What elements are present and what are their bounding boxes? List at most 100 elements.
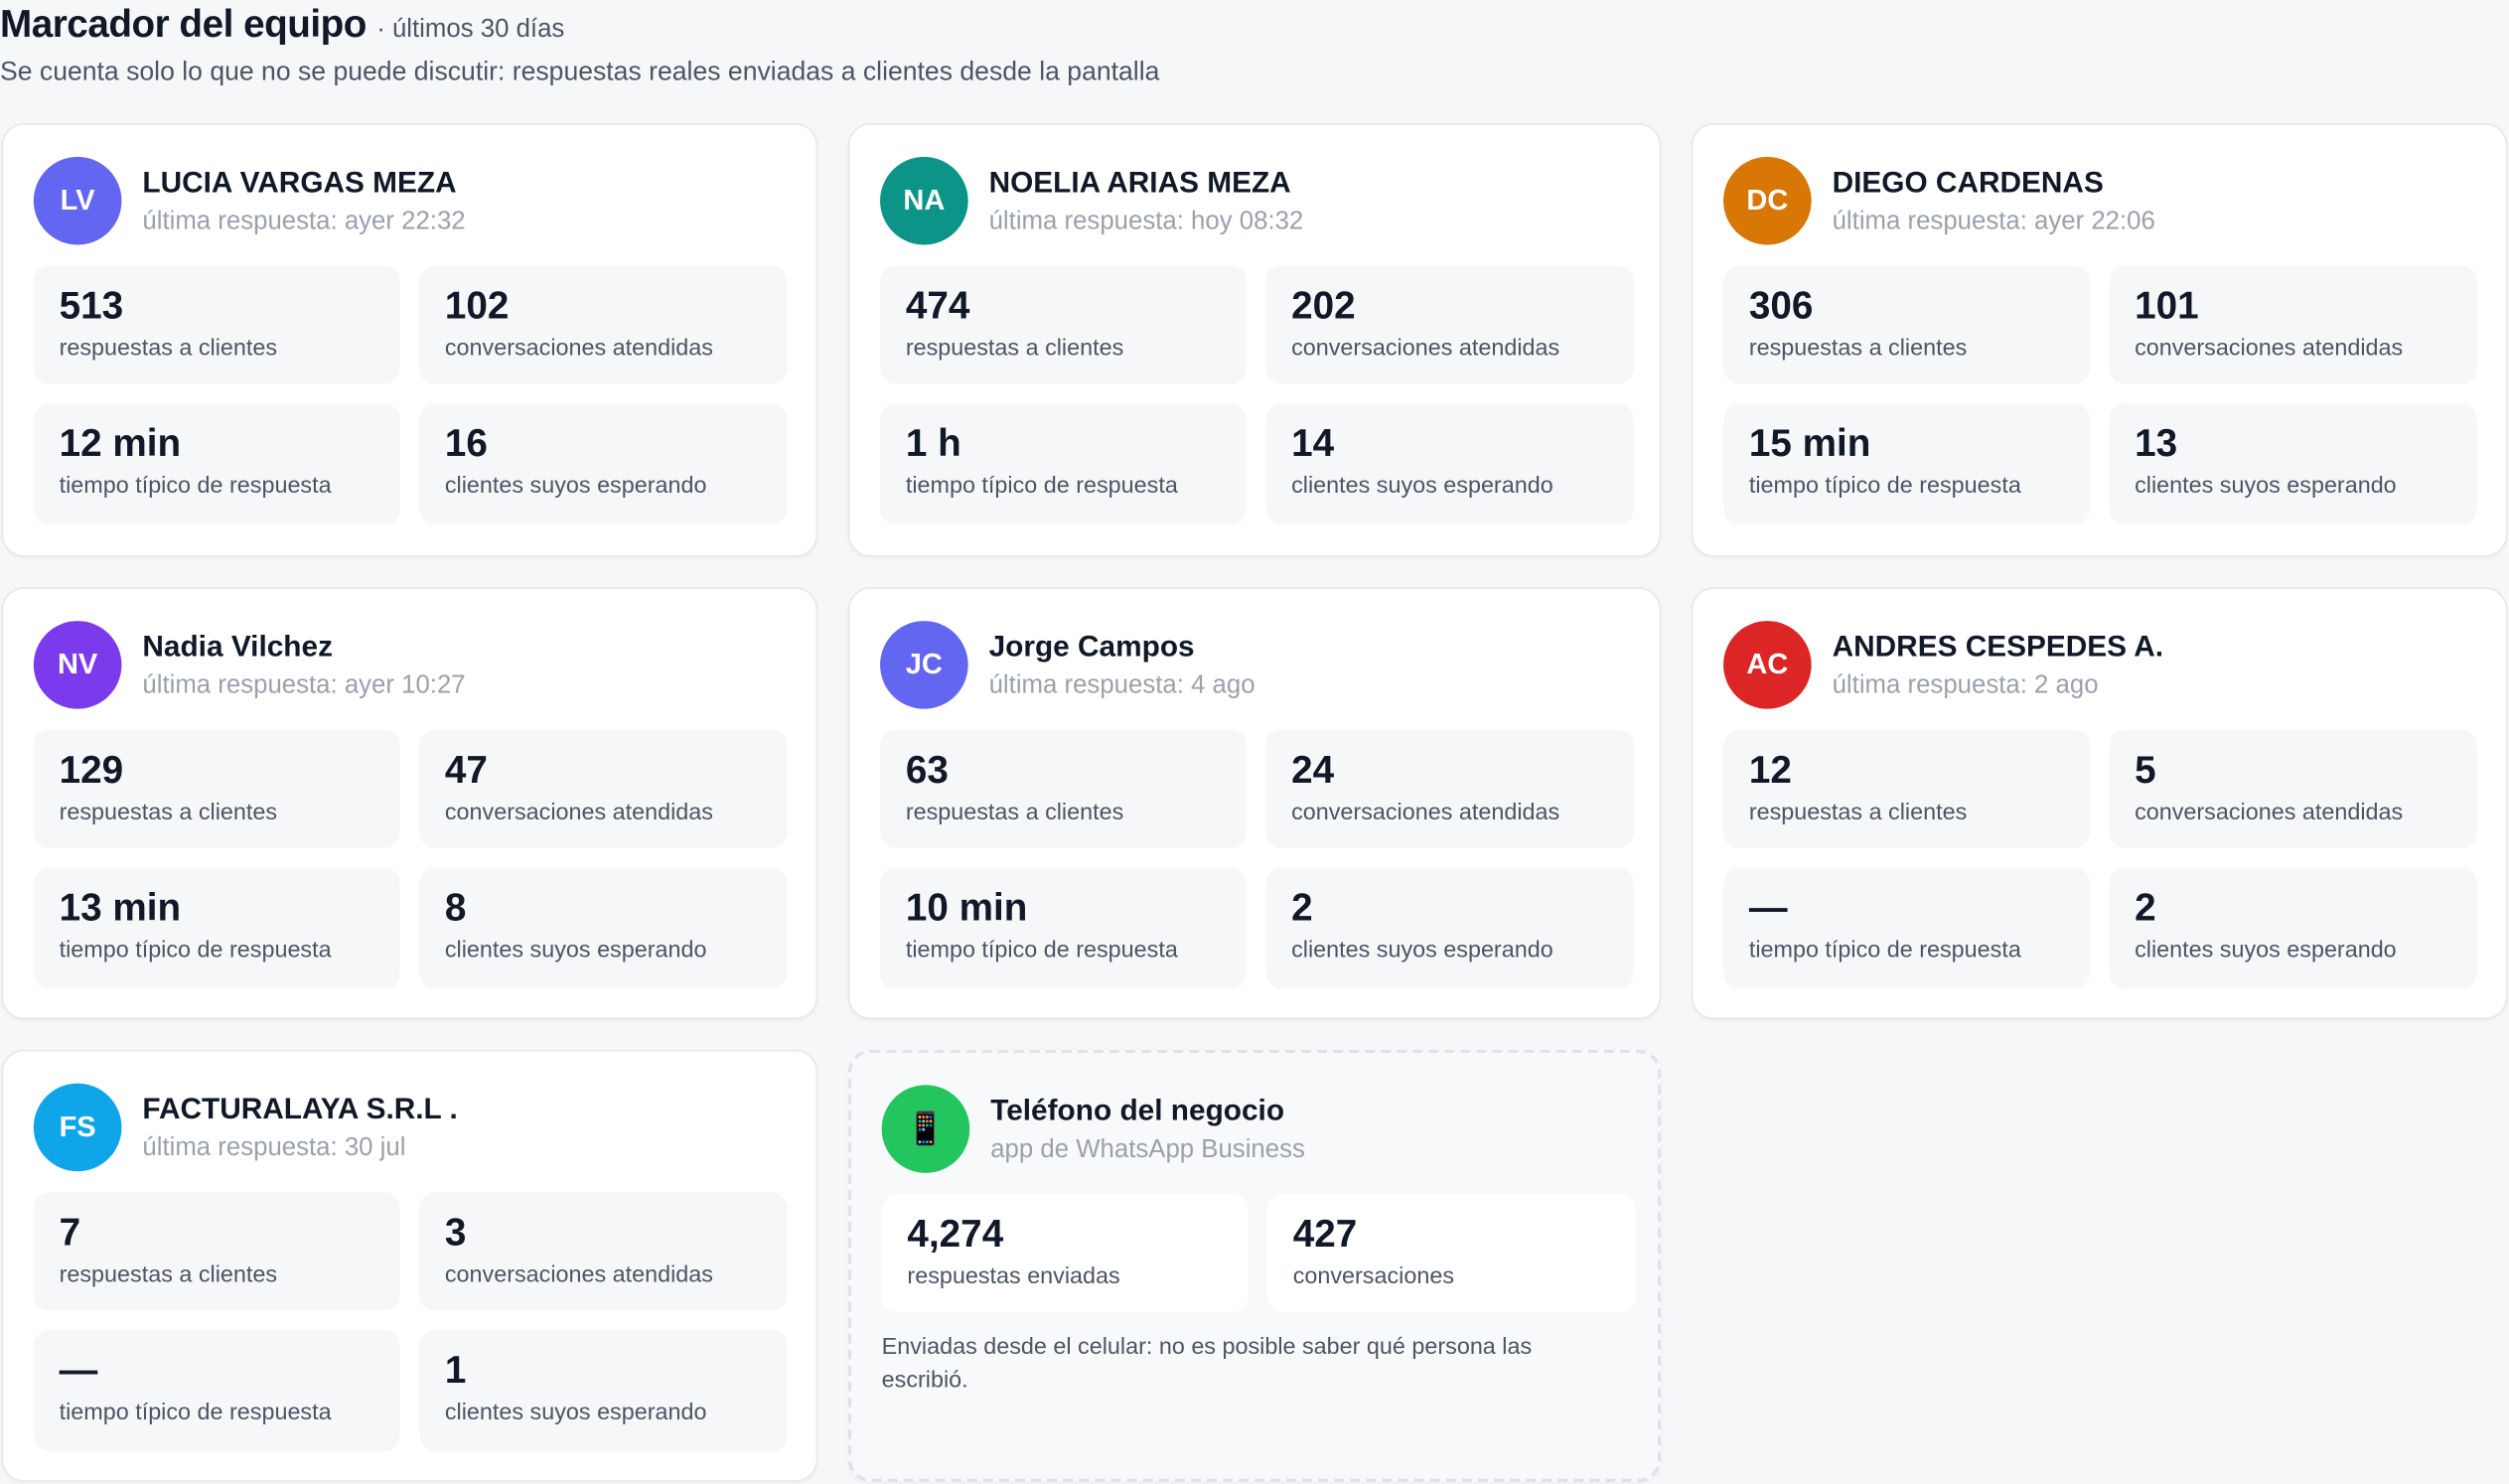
conversations-stat: 102 conversaciones atendidas	[419, 265, 788, 384]
last-reply: última respuesta: ayer 22:32	[142, 207, 466, 235]
waiting-stat: 16 clientes suyos esperando	[419, 402, 788, 525]
waiting-stat: 1 clientes suyos esperando	[419, 1329, 788, 1452]
avatar: LV	[33, 156, 122, 244]
waiting-stat: 14 clientes suyos esperando	[1265, 402, 1634, 525]
last-reply: última respuesta: ayer 22:06	[1832, 207, 2155, 235]
waiting-value: 13	[2135, 422, 2178, 466]
sent-label: respuestas enviadas	[907, 1263, 1120, 1290]
replies-label: respuestas a clientes	[905, 336, 1124, 363]
sent-stat: 4,274 respuestas enviadas	[881, 1193, 1249, 1313]
agent-card: DC DIEGO CARDENAS última respuesta: ayer…	[1691, 123, 2508, 557]
phone-sub: app de WhatsApp Business	[990, 1135, 1305, 1163]
business-phone-card: 📱 Teléfono del negocio app de WhatsApp B…	[847, 1049, 1662, 1482]
last-reply: última respuesta: 30 jul	[142, 1133, 406, 1161]
last-reply: última respuesta: ayer 10:27	[142, 670, 466, 699]
waiting-value: 2	[1291, 886, 1313, 930]
replies-stat: 12 respuestas a clientes	[1723, 729, 2090, 848]
waiting-stat: 13 clientes suyos esperando	[2109, 402, 2477, 525]
avatar: AC	[1723, 620, 1812, 708]
response-time-stat: 13 min tiempo típico de respuesta	[33, 867, 400, 989]
replies-label: respuestas a clientes	[1748, 336, 1968, 363]
replies-value: 513	[59, 284, 124, 329]
conversations-value: 47	[444, 748, 488, 793]
replies-label: respuestas a clientes	[59, 336, 278, 363]
last-reply: última respuesta: hoy 08:32	[988, 207, 1304, 235]
replies-stat: 7 respuestas a clientes	[33, 1192, 400, 1311]
response-time-stat: 15 min tiempo típico de respuesta	[1723, 402, 2090, 525]
conversations-stat: 24 conversaciones atendidas	[1265, 729, 1634, 848]
agent-name: Nadia Vilchez	[142, 628, 333, 663]
replies-label: respuestas a clientes	[1748, 800, 1968, 826]
agent-card: NA NOELIA ARIAS MEZA última respuesta: h…	[847, 123, 1662, 557]
agent-name: DIEGO CARDENAS	[1832, 164, 2104, 198]
response-time-value: —	[59, 1349, 98, 1393]
phone-conversations-label: conversaciones	[1292, 1263, 1454, 1290]
replies-stat: 474 respuestas a clientes	[880, 265, 1247, 384]
replies-stat: 513 respuestas a clientes	[33, 265, 400, 384]
replies-stat: 63 respuestas a clientes	[880, 729, 1247, 848]
replies-value: 306	[1748, 284, 1814, 329]
replies-value: 474	[905, 284, 970, 329]
waiting-value: 14	[1291, 422, 1335, 466]
replies-stat: 129 respuestas a clientes	[33, 729, 400, 848]
waiting-value: 8	[444, 886, 467, 930]
response-time-stat: — tiempo típico de respuesta	[1723, 867, 2090, 989]
agent-name: ANDRES CESPEDES A.	[1832, 628, 2164, 663]
response-time-value: 15 min	[1748, 422, 1871, 466]
waiting-label: clientes suyos esperando	[444, 938, 707, 964]
conversations-value: 24	[1291, 748, 1335, 793]
waiting-label: clientes suyos esperando	[2135, 473, 2397, 500]
phone-conversations-value: 427	[1292, 1213, 1358, 1257]
conversations-label: conversaciones atendidas	[444, 800, 713, 826]
phone-name: Teléfono del negocio	[990, 1092, 1285, 1126]
response-time-value: 10 min	[905, 886, 1028, 930]
agent-name: NOELIA ARIAS MEZA	[988, 164, 1291, 198]
response-time-label: tiempo típico de respuesta	[905, 473, 1178, 500]
agent-name: FACTURALAYA S.R.L .	[142, 1090, 458, 1124]
phone-conversations-stat: 427 conversaciones	[1266, 1193, 1636, 1313]
response-time-label: tiempo típico de respuesta	[1748, 938, 2021, 964]
waiting-value: 2	[2135, 886, 2156, 930]
page-header: Marcador del equipo · últimos 30 días Se…	[0, 3, 1159, 87]
conversations-label: conversaciones atendidas	[444, 1262, 713, 1288]
phone-note: Enviadas desde el celular: no es posible…	[881, 1334, 1533, 1395]
conversations-label: conversaciones atendidas	[1291, 336, 1560, 363]
conversations-label: conversaciones atendidas	[1291, 800, 1560, 826]
response-time-value: 12 min	[59, 422, 182, 466]
response-time-label: tiempo típico de respuesta	[59, 473, 332, 500]
avatar: DC	[1723, 156, 1812, 244]
replies-value: 63	[905, 748, 949, 793]
agent-card: AC ANDRES CESPEDES A. última respuesta: …	[1691, 587, 2508, 1020]
conversations-value: 5	[2135, 748, 2156, 793]
response-time-stat: — tiempo típico de respuesta	[33, 1329, 400, 1452]
avatar: JC	[880, 620, 968, 708]
agent-card: NV Nadia Vilchez última respuesta: ayer …	[1, 587, 818, 1020]
conversations-value: 3	[444, 1211, 467, 1256]
replies-label: respuestas a clientes	[905, 800, 1124, 826]
conversations-value: 202	[1291, 284, 1356, 329]
avatar: FS	[33, 1082, 122, 1171]
response-time-value: 13 min	[59, 886, 182, 930]
avatar: NV	[33, 620, 122, 708]
agent-name: LUCIA VARGAS MEZA	[142, 164, 457, 198]
waiting-stat: 2 clientes suyos esperando	[2109, 867, 2477, 989]
agent-card: LV LUCIA VARGAS MEZA última respuesta: a…	[1, 123, 818, 557]
page-title-line: Marcador del equipo · últimos 30 días	[0, 3, 1159, 48]
replies-label: respuestas a clientes	[59, 1262, 278, 1288]
waiting-label: clientes suyos esperando	[1291, 473, 1553, 500]
replies-value: 129	[59, 748, 124, 793]
period-label: · últimos 30 días	[376, 16, 565, 44]
page-title: Marcador del equipo	[0, 3, 367, 47]
response-time-label: tiempo típico de respuesta	[905, 938, 1178, 964]
conversations-stat: 101 conversaciones atendidas	[2109, 265, 2477, 384]
response-time-stat: 12 min tiempo típico de respuesta	[33, 402, 400, 525]
agent-card: JC Jorge Campos última respuesta: 4 ago …	[847, 587, 1662, 1020]
avatar: NA	[880, 156, 968, 244]
sent-value: 4,274	[907, 1213, 1004, 1257]
conversations-value: 101	[2135, 284, 2199, 329]
response-time-value: 1 h	[905, 422, 961, 466]
conversations-label: conversaciones atendidas	[2135, 800, 2404, 826]
conversations-stat: 3 conversaciones atendidas	[419, 1192, 788, 1311]
conversations-stat: 202 conversaciones atendidas	[1265, 265, 1634, 384]
conversations-stat: 5 conversaciones atendidas	[2109, 729, 2477, 848]
